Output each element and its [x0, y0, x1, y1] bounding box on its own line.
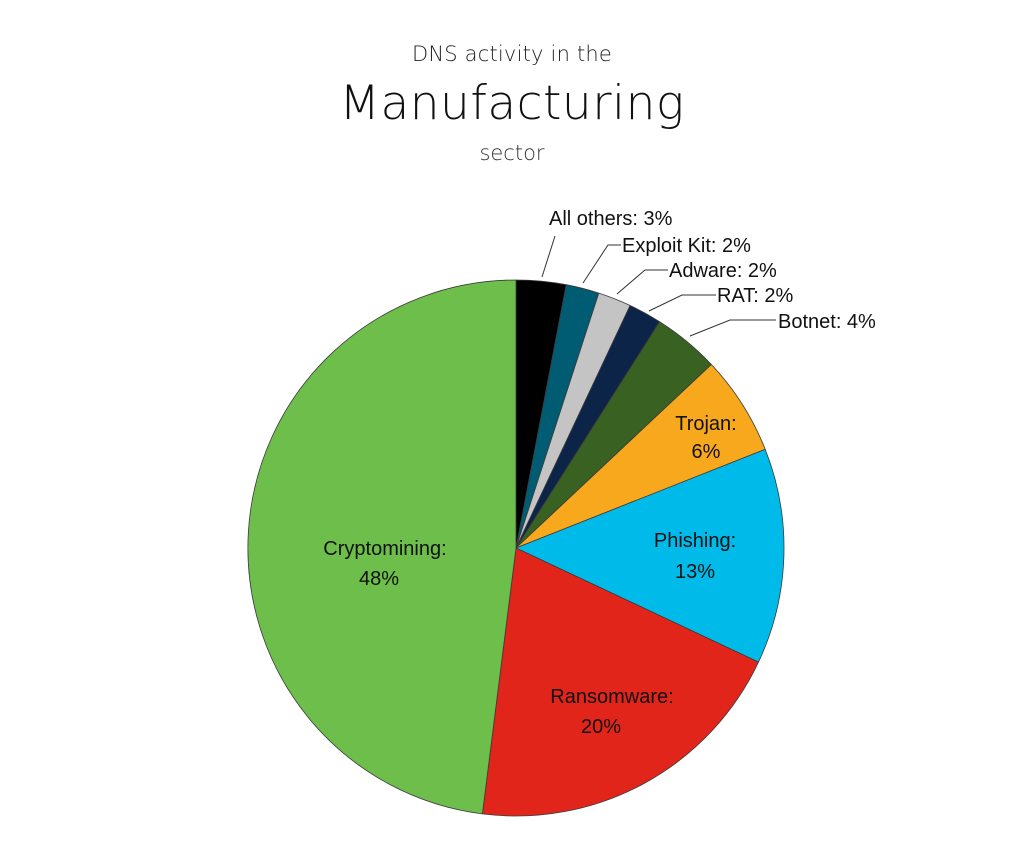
label-ransomware-name: Ransomware:	[550, 686, 673, 708]
leader-line-botnet	[689, 319, 776, 337]
leader-line-adware	[616, 269, 668, 295]
chart-title-main: Manufacturing	[339, 76, 685, 131]
leader-line-rat	[648, 294, 716, 312]
slice-phishing	[515, 448, 785, 663]
slice-cryptomining	[247, 279, 517, 815]
label-exploit-kit: Exploit Kit: 2%	[622, 235, 751, 257]
label-phishing-pct: 13%	[675, 561, 715, 583]
label-cryptomining-pct: 48%	[359, 568, 399, 590]
leader-line-all-others	[541, 235, 556, 278]
label-ransomware-pct: 20%	[581, 716, 621, 738]
label-botnet: Botnet: 4%	[778, 311, 876, 333]
label-cryptomining-name: Cryptomining:	[323, 538, 446, 560]
chart-title-line-1: DNS activity in the	[411, 42, 613, 66]
slice-ransomware	[482, 547, 759, 817]
leader-line-exploit-kit	[582, 244, 621, 284]
label-trojan-pct: 6%	[692, 441, 721, 463]
label-phishing-name: Phishing:	[654, 530, 736, 552]
label-rat: RAT: 2%	[717, 285, 794, 307]
label-trojan-name: Trojan:	[675, 413, 737, 435]
label-all-others: All others: 3%	[549, 208, 673, 230]
chart-title-line-3: sector	[479, 141, 545, 165]
label-adware: Adware: 2%	[669, 260, 777, 282]
